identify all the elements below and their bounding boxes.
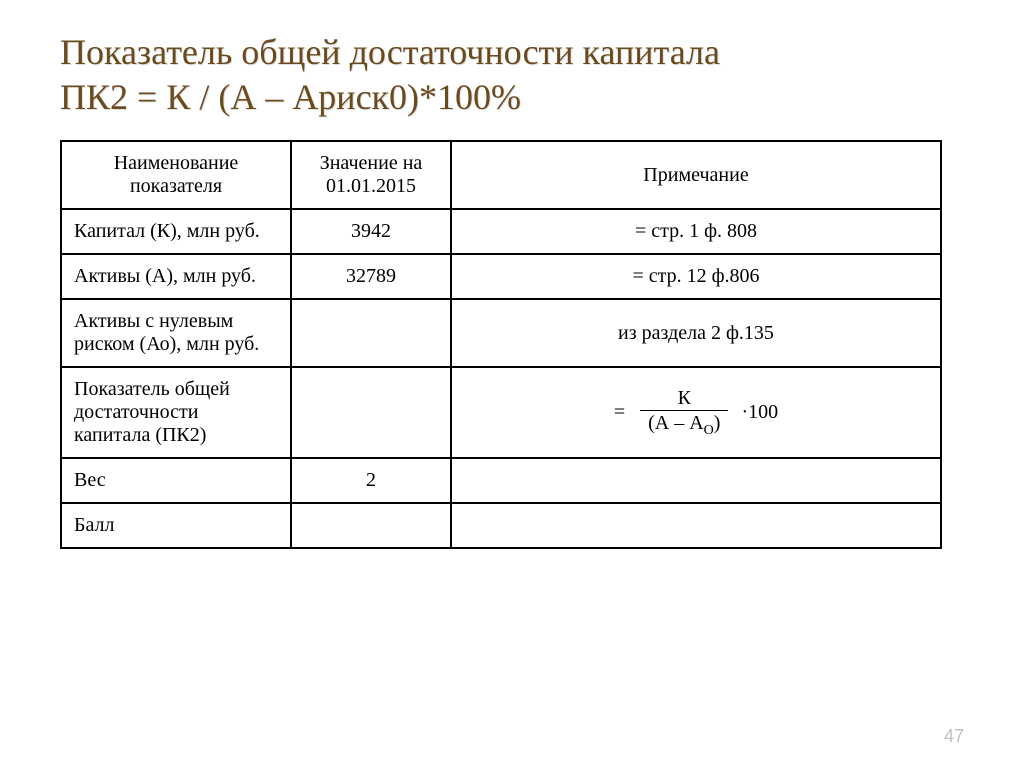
row-name: Балл: [61, 503, 291, 548]
table-header-row: Наименование показателя Значение на 01.0…: [61, 141, 941, 209]
row-note-formula: = К (А – АО) ·100: [451, 367, 941, 458]
row-note: [451, 503, 941, 548]
table-row: Капитал (К), млн руб. 3942 = стр. 1 ф. 8…: [61, 209, 941, 254]
row-name: Показатель общей достаточности капитала …: [61, 367, 291, 458]
table-row: Балл: [61, 503, 941, 548]
multiplier: ·100: [741, 401, 778, 424]
row-value: 32789: [291, 254, 451, 299]
denominator: (А – АО): [640, 411, 728, 440]
title-line-1: Показатель общей достаточности капитала: [60, 32, 720, 72]
row-name: Вес: [61, 458, 291, 503]
page-title: Показатель общей достаточности капитала …: [60, 30, 974, 120]
capital-adequacy-table: Наименование показателя Значение на 01.0…: [60, 140, 942, 549]
row-name: Активы с нулевым риском (Ао), млн руб.: [61, 299, 291, 367]
table-row: Активы с нулевым риском (Ао), млн руб. и…: [61, 299, 941, 367]
row-note: = стр. 12 ф.806: [451, 254, 941, 299]
table-row: Вес 2: [61, 458, 941, 503]
row-note: = стр. 1 ф. 808: [451, 209, 941, 254]
row-value: 3942: [291, 209, 451, 254]
row-note: [451, 458, 941, 503]
fraction: К (А – АО): [640, 386, 728, 440]
formula: = К (А – АО) ·100: [614, 386, 778, 440]
equals-sign: =: [614, 401, 625, 424]
row-value: [291, 299, 451, 367]
numerator: К: [640, 386, 728, 411]
row-name: Активы (А), млн руб.: [61, 254, 291, 299]
col-header-name: Наименование показателя: [61, 141, 291, 209]
row-value: 2: [291, 458, 451, 503]
col-header-value: Значение на 01.01.2015: [291, 141, 451, 209]
slide: Показатель общей достаточности капитала …: [0, 0, 1024, 767]
title-line-2: ПК2 = К / (А – Ариск0)*100%: [60, 77, 521, 117]
page-number: 47: [944, 726, 964, 747]
row-name: Капитал (К), млн руб.: [61, 209, 291, 254]
table-row: Активы (А), млн руб. 32789 = стр. 12 ф.8…: [61, 254, 941, 299]
table-row: Показатель общей достаточности капитала …: [61, 367, 941, 458]
row-value: [291, 503, 451, 548]
col-header-note: Примечание: [451, 141, 941, 209]
row-note: из раздела 2 ф.135: [451, 299, 941, 367]
row-value: [291, 367, 451, 458]
